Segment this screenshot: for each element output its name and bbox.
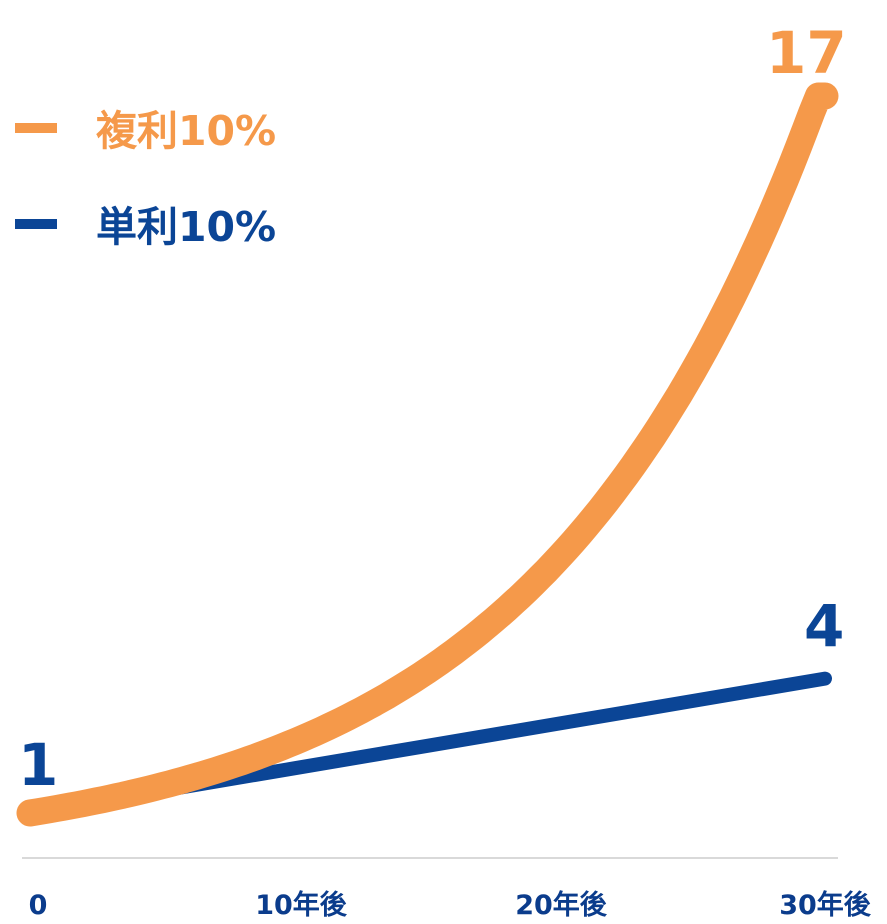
x-tick-label: 30年後 [779,889,872,921]
series-line-compound-interest [16,82,839,827]
x-tick-label: 10年後 [255,889,348,921]
legend-swatch-simple [15,219,57,229]
simple-end-value-label: 4 [804,592,844,660]
legend-label-compound: 複利10% [96,107,276,155]
x-tick-label: 0 [29,890,48,921]
legend-swatch-compound [15,123,57,133]
compound-end-value-label: 17 [766,19,847,87]
legend-label-simple: 単利10% [96,203,276,251]
x-tick-labels: 0 10年後 20年後 30年後 [29,889,872,921]
start-value-label: 1 [18,731,58,799]
legend: 複利10% 単利10% [15,107,276,251]
x-tick-label: 20年後 [515,889,608,921]
